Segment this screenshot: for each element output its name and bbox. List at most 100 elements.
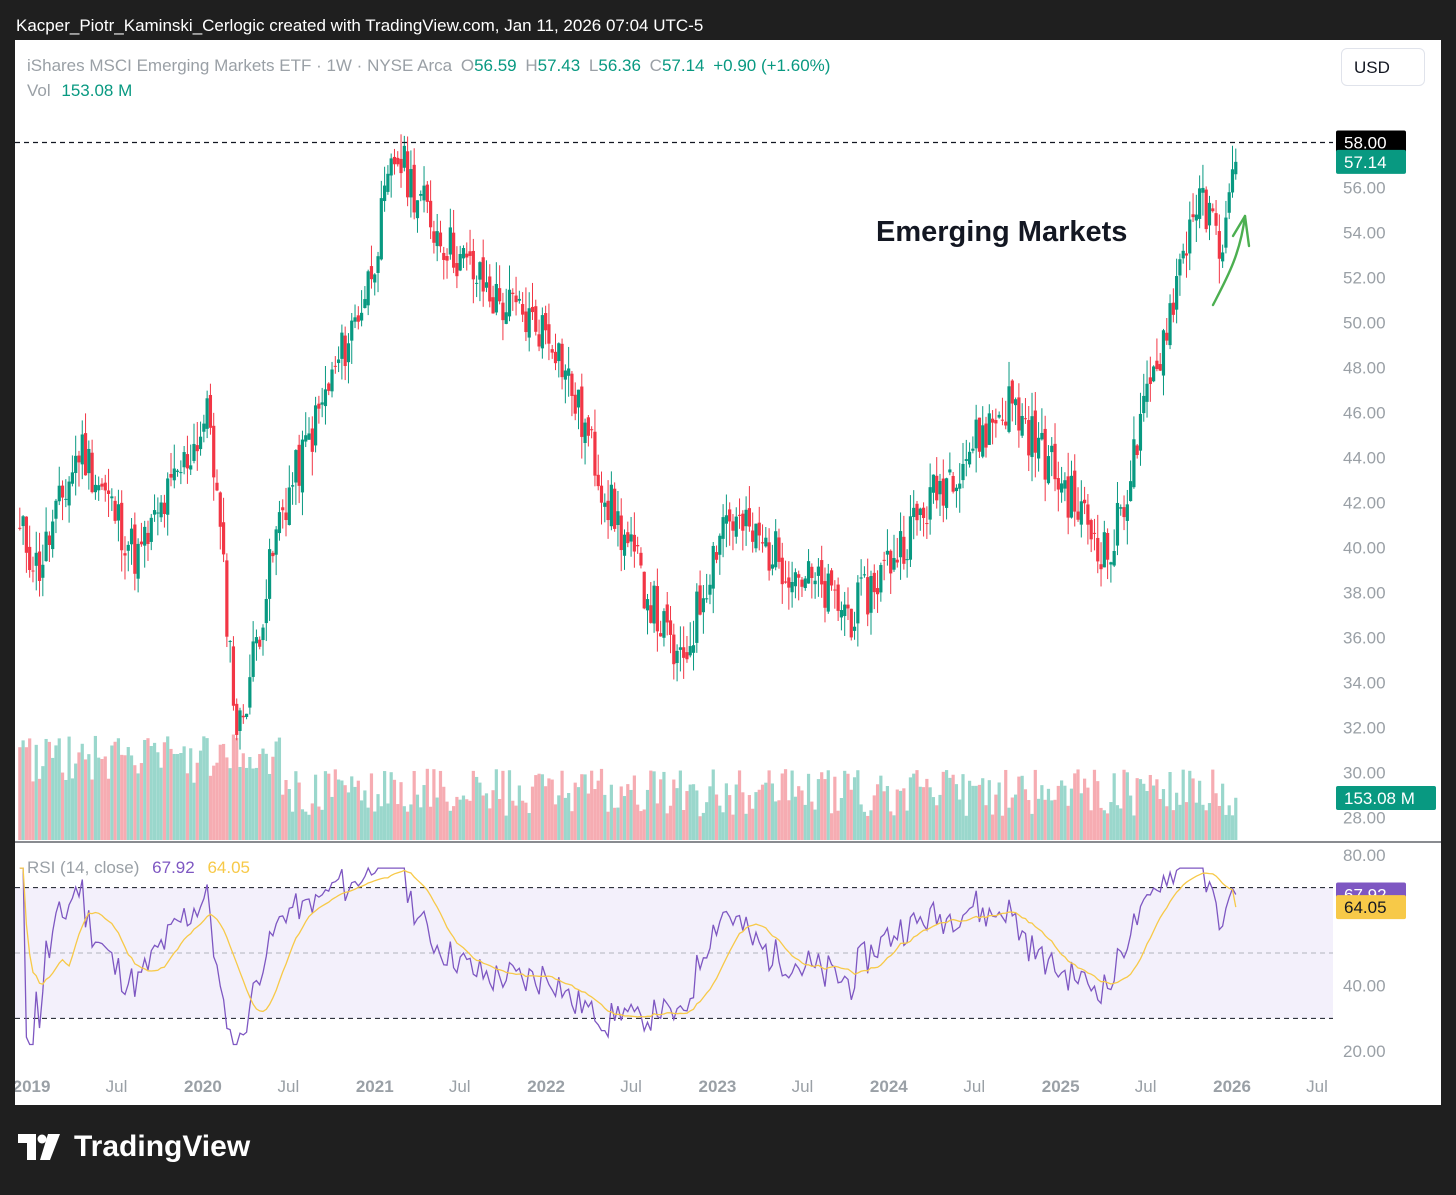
candle-body	[1207, 202, 1212, 226]
candle-body	[1050, 445, 1054, 453]
chart-annotation: Emerging Markets	[876, 216, 1128, 248]
candle-body	[1155, 360, 1159, 370]
volume-bar	[560, 770, 564, 840]
volume-bar	[987, 780, 991, 840]
candle-body	[590, 429, 594, 431]
candle-body	[60, 485, 65, 498]
price-tick-label: 34.00	[1343, 674, 1386, 693]
volume-bar	[889, 811, 893, 840]
volume-bar	[705, 802, 709, 840]
candle-body	[1129, 481, 1133, 502]
candle-body	[67, 481, 71, 506]
volume-bar	[120, 754, 124, 840]
volume-bar	[938, 794, 942, 840]
volume-bar	[1030, 813, 1034, 840]
candle-body	[1181, 250, 1185, 259]
volume-bar	[116, 738, 121, 840]
candle-body	[166, 478, 170, 515]
volume-bar	[1168, 772, 1172, 840]
candle-body	[1046, 456, 1051, 484]
volume-bar	[241, 753, 245, 840]
candle-body	[659, 633, 663, 637]
candle-body	[747, 508, 751, 527]
price-tick-label: 38.00	[1343, 584, 1386, 603]
volume-bar	[468, 800, 472, 840]
candle-body	[514, 295, 518, 303]
volume-bar	[514, 805, 518, 840]
candle-body	[701, 598, 705, 613]
volume-bar	[1132, 815, 1136, 840]
candle-body	[1063, 480, 1067, 489]
time-axis-label: 2021	[356, 1077, 394, 1096]
candle-body	[195, 445, 199, 452]
volume-bar	[123, 755, 127, 840]
chart-panel[interactable]: 56.00 54.00 52.00 50.00 48.00 46.00 44.00 42.00…	[15, 40, 1441, 1105]
volume-bar	[258, 754, 262, 840]
currency-button[interactable]: USD	[1341, 48, 1425, 86]
open-value: 56.59	[474, 56, 517, 75]
change-value: +0.90 (+1.60%)	[713, 56, 831, 75]
candle-body	[724, 515, 728, 524]
volume-bar	[839, 798, 844, 840]
candle-body	[698, 585, 702, 615]
volume-bar	[971, 785, 975, 840]
volume-bar	[1125, 772, 1129, 840]
volume-bar	[195, 762, 199, 840]
candle-body	[948, 469, 952, 473]
volume-bar	[317, 806, 321, 840]
candle-body	[159, 502, 163, 518]
candle-body	[139, 541, 144, 545]
candle-body	[619, 515, 623, 551]
volume-bar	[882, 791, 886, 840]
volume-bar	[1178, 804, 1182, 840]
candle-body	[1230, 169, 1235, 193]
candle-body	[415, 200, 420, 219]
volume-bar	[997, 782, 1001, 840]
candle-body	[905, 559, 909, 561]
rsi-tick-label: 80.00	[1343, 846, 1386, 865]
candle-body	[175, 470, 180, 472]
candle-body	[1027, 420, 1031, 456]
candle-body	[1194, 214, 1198, 221]
candle-body	[346, 343, 351, 363]
volume-bar	[744, 813, 748, 840]
volume-bar	[616, 807, 620, 840]
candle-body	[244, 713, 249, 717]
volume-bar	[1053, 799, 1057, 840]
candle-body	[1188, 219, 1192, 254]
volume-bar	[895, 789, 899, 840]
candle-body	[1007, 386, 1011, 432]
volume-bar	[737, 770, 742, 840]
candle-body	[908, 516, 913, 560]
volume-bar	[1040, 785, 1044, 840]
volume-bar	[1122, 769, 1126, 840]
candle-body	[1036, 437, 1041, 459]
rsi-tick-label: 20.00	[1343, 1042, 1386, 1061]
candle-body	[478, 262, 482, 280]
volume-bar	[44, 738, 48, 840]
volume-bar	[1027, 800, 1031, 840]
volume-bar	[609, 784, 613, 840]
volume-bar	[343, 785, 347, 840]
volume-bar	[271, 756, 275, 840]
rsi-ma-tag-bg	[1336, 895, 1406, 920]
volume-bar	[931, 797, 936, 840]
volume-bar	[498, 798, 502, 840]
candle-body	[540, 315, 544, 349]
volume-bar	[695, 790, 699, 840]
volume-bar	[521, 800, 525, 840]
candle-body	[1234, 161, 1238, 175]
volume-bar	[1099, 807, 1103, 840]
volume-bar	[1194, 802, 1198, 840]
candle-body	[248, 677, 252, 708]
candle-body	[567, 368, 571, 376]
candle-body	[826, 573, 830, 612]
price-chart[interactable]: 56.00 54.00 52.00 50.00 48.00 46.00 44.00 42.00…	[15, 40, 1441, 1105]
volume-bar	[645, 789, 650, 840]
volume-bar	[228, 768, 232, 840]
volume-bar	[826, 770, 830, 840]
candle-body	[645, 599, 650, 611]
volume-bar	[783, 769, 788, 840]
volume-bar	[1050, 800, 1054, 840]
volume-bar	[797, 786, 801, 840]
